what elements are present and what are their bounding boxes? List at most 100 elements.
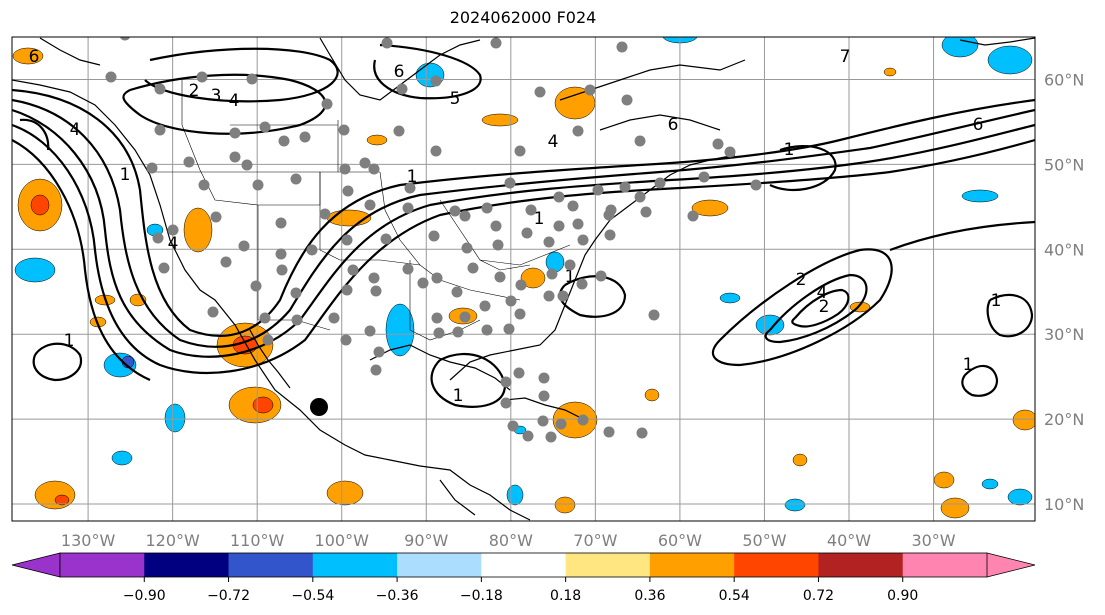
station-dot: [567, 200, 579, 212]
station-dot: [402, 202, 414, 214]
station-dot: [577, 234, 589, 246]
anomaly-blob: [30, 194, 50, 216]
station-dot: [368, 163, 380, 175]
anomaly-blob: [506, 484, 524, 506]
station-dot: [380, 233, 392, 245]
contour-lines: [12, 43, 1035, 408]
highlight-point-marker: [310, 398, 328, 416]
station-dot: [648, 309, 660, 321]
latitude-label: 10°N: [1044, 495, 1084, 514]
station-dot: [340, 334, 352, 346]
contour-label: 4: [70, 120, 81, 140]
longitude-label: 80°W: [489, 531, 533, 550]
station-dot: [494, 271, 506, 283]
station-dot: [459, 210, 471, 222]
station-dot: [584, 84, 596, 96]
colorbar: −0.90 −0.72 −0.54 −0.36 −0.18 0.18 0.36 0.54 0.7…: [11, 552, 1036, 604]
anomaly-blob: [252, 396, 274, 414]
contour-label: 2: [796, 270, 807, 290]
station-dot: [431, 312, 443, 324]
station-dot: [152, 232, 164, 244]
colorbar-bin: [228, 553, 314, 577]
contour-label: 4: [817, 283, 828, 303]
contour-label: 6: [973, 115, 984, 135]
station-dot: [504, 177, 516, 189]
station-dot: [402, 263, 414, 275]
station-points: [105, 37, 762, 443]
station-dot: [276, 264, 288, 276]
anomaly-blob: [961, 189, 999, 203]
anomaly-blob: [385, 303, 415, 357]
colorbar-label: −0.90: [123, 588, 166, 604]
anomaly-blob: [719, 292, 741, 304]
anomaly-blob: [111, 450, 133, 466]
station-dot: [621, 94, 633, 106]
station-dot: [364, 199, 376, 211]
anomaly-blob: [792, 453, 808, 467]
anomaly-blob: [545, 251, 565, 273]
anomaly-blob: [481, 113, 519, 127]
colorbar-label: −0.72: [207, 588, 250, 604]
longitude-label: 60°W: [658, 531, 702, 550]
station-dot: [479, 300, 491, 312]
contour-label: 4: [168, 234, 179, 254]
station-dot: [555, 418, 567, 430]
anomaly-blob: [933, 471, 955, 489]
anomaly-blob: [183, 207, 213, 253]
anomaly-blob: [326, 480, 364, 506]
station-dot: [514, 308, 526, 320]
station-dot: [503, 323, 515, 335]
anomaly-blob: [554, 496, 576, 514]
station-dot: [381, 37, 393, 49]
longitude-label: 90°W: [404, 531, 448, 550]
contour-label: 1: [120, 165, 131, 185]
station-dot: [299, 131, 311, 143]
station-dot: [275, 217, 287, 229]
latitude-labels: 60°N 50°N 40°N 30°N 20°N 10°N: [1044, 70, 1084, 514]
contour-label: 6: [668, 115, 679, 135]
station-dot: [490, 37, 502, 49]
station-dot: [368, 272, 380, 284]
station-dot: [537, 415, 549, 427]
longitude-label: 130°W: [61, 531, 116, 550]
colorbar-label: −0.18: [460, 588, 503, 604]
station-dot: [262, 334, 274, 346]
station-dot: [119, 37, 131, 41]
station-dot: [505, 295, 517, 307]
station-dot: [370, 285, 382, 297]
station-dot: [467, 262, 479, 274]
station-dot: [396, 83, 408, 95]
station-dot: [553, 191, 565, 203]
station-dot: [430, 145, 442, 157]
station-dot: [252, 179, 264, 191]
station-dot: [338, 124, 350, 136]
station-dot: [543, 236, 555, 248]
station-dot: [538, 390, 550, 402]
contour-label: 6: [29, 47, 40, 67]
station-dot: [154, 83, 166, 95]
latitude-label: 40°N: [1044, 240, 1084, 259]
station-dot: [306, 244, 318, 256]
station-dot: [210, 211, 222, 223]
station-dot: [461, 242, 473, 254]
station-dot: [339, 163, 351, 175]
station-dot: [481, 324, 493, 336]
station-dot: [373, 346, 385, 358]
latitude-label: 60°N: [1044, 70, 1084, 89]
contour-label: 1: [534, 209, 545, 229]
station-dot: [605, 204, 617, 216]
station-dot: [687, 210, 699, 222]
station-dot: [183, 156, 195, 168]
station-dot: [634, 191, 646, 203]
station-dot: [507, 420, 519, 432]
station-dot: [246, 73, 258, 85]
station-dot: [538, 372, 550, 384]
longitude-label: 70°W: [573, 531, 617, 550]
contour-label: 2: [189, 81, 200, 101]
contour-label: 1: [963, 355, 974, 375]
station-dot: [572, 125, 584, 137]
colorbar-bin: [312, 553, 398, 577]
station-dot: [724, 146, 736, 158]
anomaly-blob: [1007, 488, 1033, 506]
